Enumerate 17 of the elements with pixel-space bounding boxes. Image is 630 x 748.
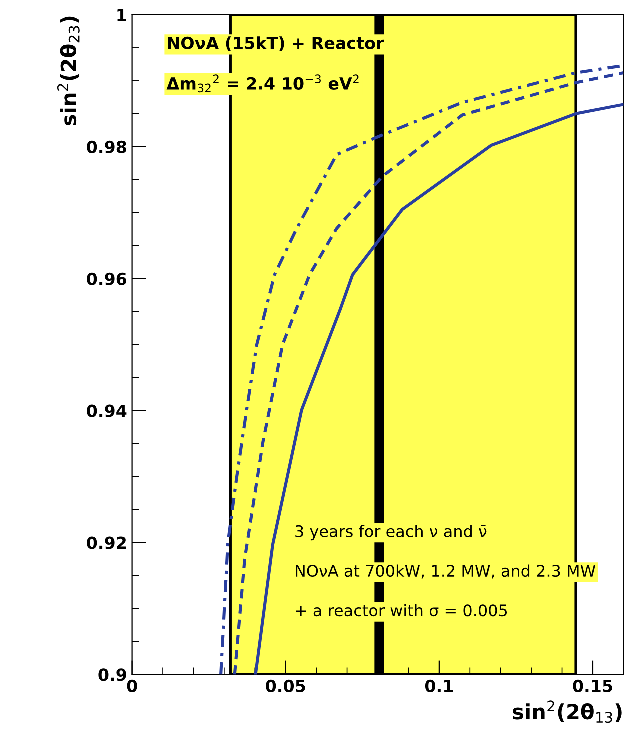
x-tick-label: 0.15 bbox=[573, 680, 612, 692]
annotation: 3 years for each ν and ν̄ bbox=[296, 525, 487, 541]
y-tick-label: 0.9 bbox=[98, 668, 126, 682]
y-tick-label: 0.96 bbox=[87, 272, 127, 286]
x-tick-label: 0.1 bbox=[425, 680, 454, 692]
x-tick-label: 0 bbox=[127, 680, 138, 692]
x-axis-title: sin$^{2}$(2θ$_{13}$) bbox=[513, 700, 622, 724]
annotation: Δm$_{32}$$^{2}$ = 2.4 10$^{−3}$ eV$^{2}$ bbox=[166, 74, 359, 93]
x-tick-label: 0.05 bbox=[266, 680, 306, 692]
y-tick-label: 1 bbox=[118, 9, 126, 22]
annotation: + a reactor with σ = 0.005 bbox=[296, 604, 508, 617]
y-tick-label: 0.94 bbox=[87, 404, 127, 418]
y-tick-label: 0.92 bbox=[87, 536, 126, 550]
y-tick-label: 0.98 bbox=[87, 140, 126, 154]
annotation: NOνA (15kT) + Reactor bbox=[168, 36, 384, 52]
annotation: NOνA at 700kW, 1.2 MW, and 2.3 MW bbox=[296, 564, 596, 579]
y-axis-title: sin$^{2}$(2θ$_{23}$) bbox=[57, 16, 80, 126]
